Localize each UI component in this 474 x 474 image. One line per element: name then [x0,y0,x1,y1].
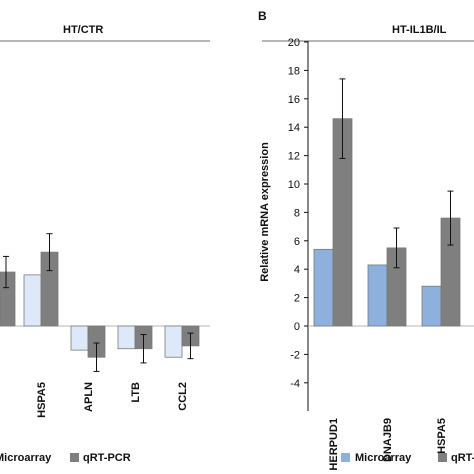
panel-b-letter: B [258,9,267,23]
panel-a-legend-microarray: Microarray [0,452,52,464]
panel-a-errorbar [140,334,147,364]
panel-a-bar-microarray [164,325,183,358]
panel-b-y-axis-label: Relative mRNA expression [259,142,271,282]
panel-a-bar-microarray [23,274,42,327]
panel-b-y-tick-label: 8 [294,207,300,219]
panel-b-y-tick-label: 10 [288,179,300,191]
panel-b-y-tick-label: 14 [288,122,300,134]
panel-b-y-tick-label: 18 [288,65,300,77]
panel-b-legend-qrt-swatch [438,453,447,462]
panel-a-errorbar [46,233,53,272]
panel-b-bar-microarray [313,248,334,327]
panel-b-legend-qrt: qRT-PCR [451,452,474,464]
panel-a-category-label: CCL2 [177,382,189,411]
panel-a-categories: HSPA5 APLN LTB CCL2 [36,382,189,418]
panel-a-bar-partial-qrt-pcr [0,271,16,327]
panel-b-legend-microarray: Microarray [355,452,412,464]
panel-b-category-label: DNAJB9 [382,418,394,462]
panel-a-errorbar [187,332,194,360]
panel-b-y-tick-label: 0 [294,321,300,333]
panel-b-y-tick-label: 16 [288,94,300,106]
panel-a-category-label: LTB [130,382,142,403]
panel-a: HT/CTR HSPA5 APLN LTB CCL2 Microarray qRT-P… [0,24,210,464]
panel-b-categories: HERPUD1DNAJB9HSPA5APLN [328,418,448,471]
panel-b-title: HT-IL1B/IL [392,24,447,36]
panel-a-errorbar-partial [3,255,9,289]
panel-b-y-tick-label: 12 [288,151,300,163]
panel-a-bar-microarray [117,325,136,350]
panel-b-y-tick-label: 4 [294,264,300,276]
panel-a-errorbar [93,342,100,372]
panel-b-y-tick-label: -2 [290,349,300,361]
panel-b: B HT-IL1B/IL Relative mRNA expression -4… [258,9,474,471]
panel-b-errorbar [393,227,400,269]
panel-b-y-ticks: -4 -2 0 2 4 6 8 10 12 14 16 18 20 [288,37,308,390]
panel-b-y-tick-label: 6 [294,236,300,248]
panel-a-title: HT/CTR [63,24,103,36]
panel-b-bar-microarray [421,285,442,327]
panel-b-bars [313,78,461,327]
panel-b-bar-microarray [367,264,388,327]
panel-a-category-label: HSPA5 [36,382,48,418]
panel-b-y-tick-label: 2 [294,293,300,305]
panel-b-y-tick-label: 20 [288,37,300,49]
panel-b-category-label: HSPA5 [436,418,448,454]
panel-a-category-label: APLN [83,382,95,412]
panel-b-errorbar [339,78,346,159]
panel-a-legend-qrt: qRT-PCR [83,452,131,464]
panel-b-legend-microarray-swatch [341,453,350,462]
panel-b-errorbar [447,190,454,246]
panel-a-bar-microarray [70,325,89,351]
panel-b-y-tick-label: -4 [290,378,300,390]
panel-a-bars [0,233,200,372]
panel-b-category-label: HERPUD1 [328,418,340,471]
panel-a-legend-qrt-swatch [70,453,79,462]
